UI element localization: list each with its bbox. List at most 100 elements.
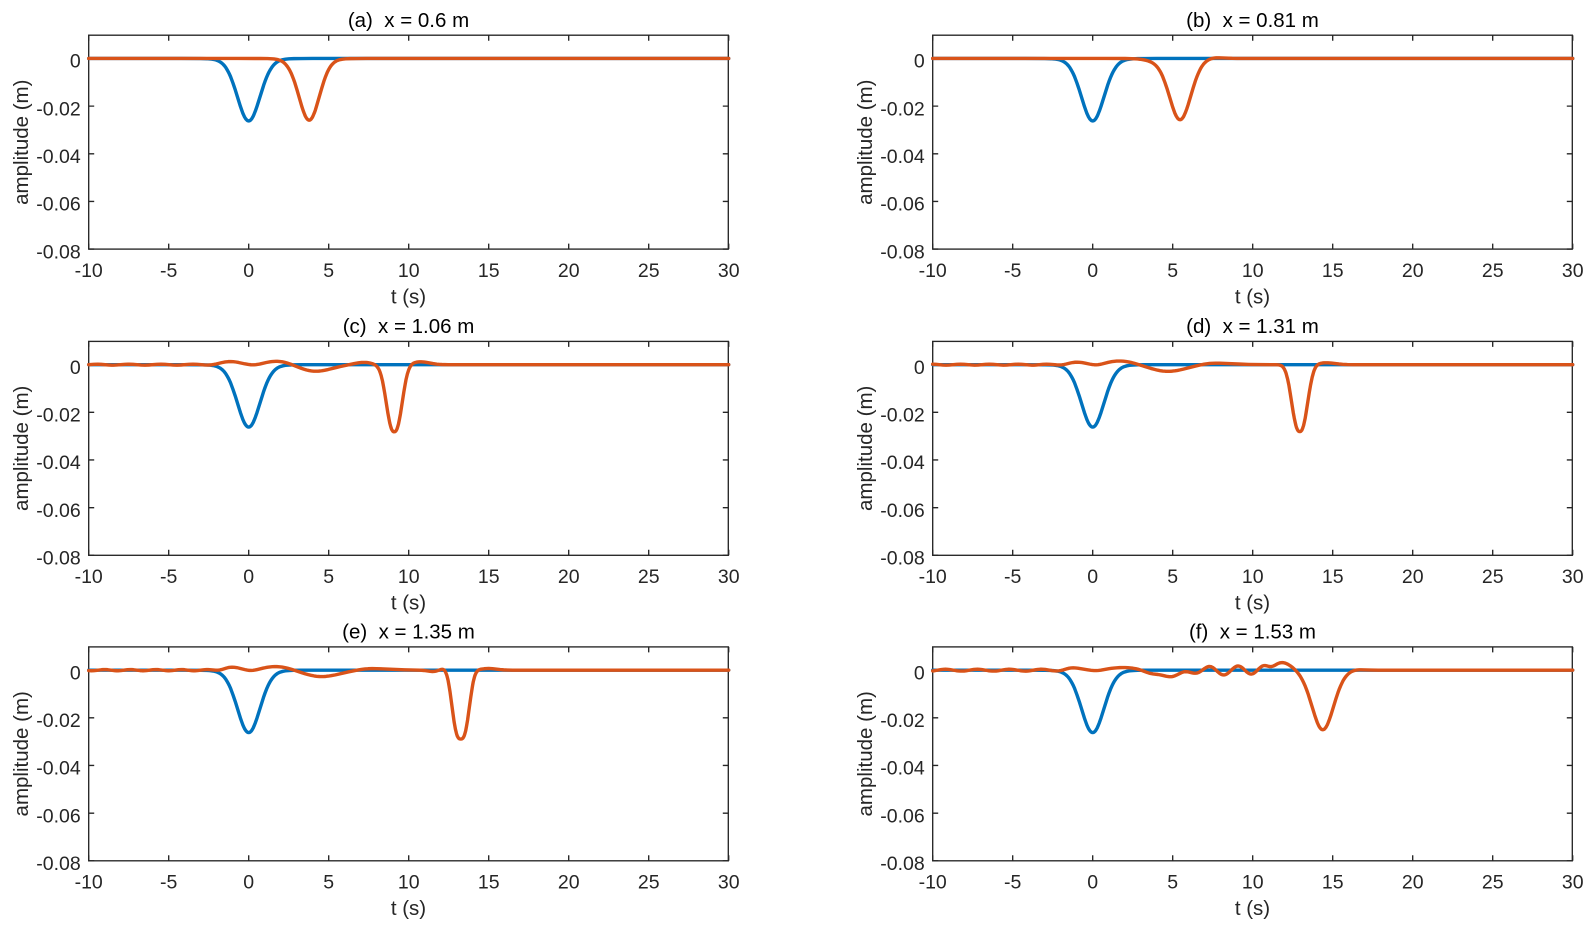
svg-text:amplitude (m): amplitude (m) — [854, 691, 877, 816]
svg-text:-5: -5 — [1004, 872, 1021, 894]
svg-text:-0.02: -0.02 — [36, 405, 80, 427]
svg-text:20: 20 — [558, 260, 580, 282]
svg-text:t (s): t (s) — [1235, 286, 1270, 309]
svg-text:amplitude (m): amplitude (m) — [10, 80, 33, 205]
svg-text:30: 30 — [1562, 260, 1584, 282]
svg-text:-0.06: -0.06 — [36, 194, 80, 216]
svg-text:-10: -10 — [75, 260, 103, 282]
svg-text:(f) x = 1.53 m: (f) x = 1.53 m — [1189, 621, 1316, 644]
svg-text:(c) x = 1.06 m: (c) x = 1.06 m — [343, 315, 475, 338]
svg-text:0: 0 — [70, 357, 81, 379]
svg-text:30: 30 — [718, 566, 740, 588]
svg-text:0: 0 — [70, 51, 81, 73]
svg-text:20: 20 — [1402, 260, 1424, 282]
svg-text:t (s): t (s) — [391, 897, 426, 920]
svg-text:-0.08: -0.08 — [36, 548, 80, 570]
svg-text:5: 5 — [1167, 872, 1178, 894]
svg-text:-5: -5 — [160, 260, 177, 282]
svg-text:0: 0 — [914, 357, 925, 379]
svg-text:t (s): t (s) — [391, 286, 426, 309]
svg-text:0: 0 — [70, 662, 81, 684]
svg-text:t (s): t (s) — [1235, 592, 1270, 615]
svg-text:15: 15 — [478, 566, 500, 588]
svg-text:-0.08: -0.08 — [36, 241, 80, 263]
svg-text:-10: -10 — [919, 260, 947, 282]
svg-text:10: 10 — [1242, 566, 1264, 588]
svg-text:amplitude (m): amplitude (m) — [10, 386, 33, 511]
svg-text:20: 20 — [558, 872, 580, 894]
svg-text:-5: -5 — [160, 566, 177, 588]
svg-text:20: 20 — [1402, 566, 1424, 588]
svg-text:15: 15 — [1322, 260, 1344, 282]
svg-text:15: 15 — [1322, 872, 1344, 894]
svg-text:-5: -5 — [1004, 260, 1021, 282]
svg-text:25: 25 — [638, 260, 660, 282]
svg-text:5: 5 — [323, 566, 334, 588]
svg-text:15: 15 — [1322, 566, 1344, 588]
svg-text:-0.08: -0.08 — [880, 241, 924, 263]
svg-text:t (s): t (s) — [1235, 897, 1270, 920]
svg-text:25: 25 — [1482, 872, 1504, 894]
svg-text:-0.02: -0.02 — [880, 405, 924, 427]
svg-text:-10: -10 — [919, 566, 947, 588]
svg-text:-0.06: -0.06 — [36, 805, 80, 827]
svg-text:-0.06: -0.06 — [36, 500, 80, 522]
svg-text:0: 0 — [1087, 872, 1098, 894]
svg-text:25: 25 — [638, 872, 660, 894]
svg-text:-0.04: -0.04 — [36, 452, 81, 474]
svg-text:0: 0 — [1087, 260, 1098, 282]
svg-text:-10: -10 — [75, 566, 103, 588]
svg-text:30: 30 — [718, 872, 740, 894]
svg-text:amplitude (m): amplitude (m) — [854, 80, 877, 205]
svg-text:15: 15 — [478, 260, 500, 282]
svg-text:5: 5 — [323, 260, 334, 282]
svg-text:-10: -10 — [75, 872, 103, 894]
svg-text:0: 0 — [1087, 566, 1098, 588]
svg-text:-0.02: -0.02 — [36, 98, 80, 120]
svg-text:10: 10 — [398, 872, 420, 894]
svg-text:-0.06: -0.06 — [880, 194, 924, 216]
svg-text:-0.04: -0.04 — [880, 146, 925, 168]
svg-text:-0.02: -0.02 — [880, 98, 924, 120]
svg-text:-0.06: -0.06 — [880, 805, 924, 827]
svg-text:5: 5 — [1167, 566, 1178, 588]
svg-text:5: 5 — [1167, 260, 1178, 282]
svg-text:10: 10 — [398, 260, 420, 282]
svg-text:-10: -10 — [919, 872, 947, 894]
svg-text:-0.04: -0.04 — [36, 758, 81, 780]
svg-text:(d) x = 1.31 m: (d) x = 1.31 m — [1186, 315, 1319, 338]
svg-text:25: 25 — [638, 566, 660, 588]
svg-text:-0.02: -0.02 — [880, 710, 924, 732]
svg-text:30: 30 — [718, 260, 740, 282]
svg-text:-0.08: -0.08 — [880, 548, 924, 570]
svg-text:25: 25 — [1482, 566, 1504, 588]
svg-text:-0.06: -0.06 — [880, 500, 924, 522]
svg-text:-5: -5 — [1004, 566, 1021, 588]
svg-text:-0.04: -0.04 — [36, 146, 81, 168]
svg-text:20: 20 — [1402, 872, 1424, 894]
svg-text:0: 0 — [914, 51, 925, 73]
svg-text:0: 0 — [243, 872, 254, 894]
svg-text:-0.08: -0.08 — [36, 853, 80, 875]
svg-text:(a) x = 0.6 m: (a) x = 0.6 m — [348, 9, 469, 32]
svg-text:t (s): t (s) — [391, 592, 426, 615]
svg-text:(e) x = 1.35 m: (e) x = 1.35 m — [342, 621, 475, 644]
svg-text:-0.04: -0.04 — [880, 452, 925, 474]
svg-text:10: 10 — [1242, 260, 1264, 282]
svg-text:-5: -5 — [160, 872, 177, 894]
svg-text:10: 10 — [1242, 872, 1264, 894]
svg-text:15: 15 — [478, 872, 500, 894]
svg-text:5: 5 — [323, 872, 334, 894]
svg-text:-0.08: -0.08 — [880, 853, 924, 875]
svg-text:-0.02: -0.02 — [36, 710, 80, 732]
svg-text:25: 25 — [1482, 260, 1504, 282]
svg-text:amplitude (m): amplitude (m) — [10, 691, 33, 816]
svg-text:0: 0 — [243, 566, 254, 588]
svg-text:amplitude (m): amplitude (m) — [854, 386, 877, 511]
svg-text:20: 20 — [558, 566, 580, 588]
svg-text:0: 0 — [914, 662, 925, 684]
svg-text:0: 0 — [243, 260, 254, 282]
svg-text:(b) x = 0.81 m: (b) x = 0.81 m — [1186, 9, 1319, 32]
svg-text:10: 10 — [398, 566, 420, 588]
svg-text:-0.04: -0.04 — [880, 758, 925, 780]
